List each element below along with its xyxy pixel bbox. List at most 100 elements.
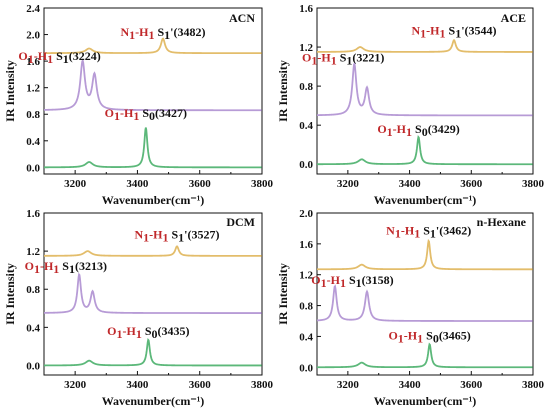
peak-annotation: O1-H1 S1(3158) xyxy=(311,273,393,290)
y-tick-label: 1.2 xyxy=(299,270,313,282)
y-tick-label: 0.4 xyxy=(299,120,313,132)
plot-frame xyxy=(316,212,534,376)
y-tick-label: 0.8 xyxy=(299,301,313,313)
state-symbol: S xyxy=(154,25,164,39)
x-tick-label: 3600 xyxy=(189,178,212,190)
x-tick-label: 3600 xyxy=(460,379,483,391)
x-axis-title: Wavenumber(cm⁻¹) xyxy=(102,394,205,408)
peak-annotation: N1-H1 S1'(3527) xyxy=(134,228,219,245)
state-symbol: S xyxy=(446,23,456,37)
x-tick-label: 3400 xyxy=(126,379,149,391)
solvent-label: ACN xyxy=(229,11,255,25)
state-symbol: S xyxy=(337,51,347,65)
bond-atom-2: -H xyxy=(135,25,149,39)
spectrum-line-S1 xyxy=(43,58,262,112)
y-tick-label: 0.8 xyxy=(299,81,313,93)
y-tick-label: 0.0 xyxy=(299,159,313,171)
state-subscript: 1 xyxy=(356,276,362,290)
bond-atom-2-subscript: 1 xyxy=(53,262,59,276)
bond-atom-1-subscript: 1 xyxy=(387,125,393,139)
state-symbol: S xyxy=(59,259,69,273)
peak-wavenumber: (3465) xyxy=(439,329,471,343)
bond-atom-2: -H xyxy=(401,224,415,238)
solvent-label: DCM xyxy=(226,215,255,229)
y-tick-label: 2.0 xyxy=(26,30,40,42)
peak-wavenumber: (3224) xyxy=(69,49,101,63)
bond-atom-1: O xyxy=(18,49,27,63)
y-tick-label: 0.0 xyxy=(299,362,313,374)
peak-annotation: N1-H1 S1'(3544) xyxy=(411,23,496,40)
bond-atom-1-subscript: 1 xyxy=(28,52,34,66)
y-tick-label: 0.4 xyxy=(299,331,313,343)
x-tick-label: 3400 xyxy=(399,379,422,391)
state-subscript: 0 xyxy=(433,332,439,346)
bond-atom-2: -H xyxy=(149,228,163,242)
bond-atom-1: N xyxy=(411,23,420,37)
chart-panel-3: 3200 3400 3600 3800 0.0 0.4 0.8 1.2 1.6 Wavenumbe… xyxy=(3,208,274,408)
y-tick-label: 1.6 xyxy=(299,3,313,15)
bond-atom-1-subscript: 1 xyxy=(311,54,317,68)
state-symbol: S xyxy=(53,49,63,63)
state-subscript: 1 xyxy=(455,26,461,40)
y-tick-label: 0.8 xyxy=(26,109,40,121)
spectrum-line-S1 xyxy=(316,284,533,322)
spectrum-line-S0 xyxy=(44,127,262,169)
x-tick-label: 3400 xyxy=(126,178,149,190)
bond-atom-1-subscript: 1 xyxy=(395,227,401,241)
bond-atom-2: -H xyxy=(122,324,136,338)
peak-wavenumber: '(3462) xyxy=(436,224,471,238)
bond-atom-2: -H xyxy=(327,273,341,287)
bond-atom-1-subscript: 1 xyxy=(116,327,122,341)
bond-atom-2: -H xyxy=(426,23,440,37)
bond-atom-2: -H xyxy=(317,51,331,65)
y-tick-label: 0.8 xyxy=(26,284,40,296)
state-subscript: 1 xyxy=(178,231,184,245)
state-symbol: S xyxy=(139,106,149,120)
bond-atom-1-subscript: 1 xyxy=(398,332,404,346)
bond-atom-2-subscript: 1 xyxy=(417,332,423,346)
bond-atom-2-subscript: 1 xyxy=(148,28,154,42)
state-symbol: S xyxy=(168,228,178,242)
bond-atom-1: N xyxy=(134,228,143,242)
peak-wavenumber: '(3527) xyxy=(184,228,219,242)
bond-atom-1-subscript: 1 xyxy=(143,231,149,245)
y-axis-title: IR Intensity xyxy=(276,60,290,122)
bond-atom-1-subscript: 1 xyxy=(420,26,426,40)
x-tick-label: 3800 xyxy=(251,379,274,391)
peak-annotation: O1-H1 S1(3221) xyxy=(302,51,384,68)
y-axis-title: IR Intensity xyxy=(276,263,290,325)
peak-annotation: O1-H1 S1(3213) xyxy=(25,259,107,276)
x-tick-label: 3200 xyxy=(64,178,87,190)
x-tick-label: 3800 xyxy=(251,178,274,190)
peak-wavenumber: (3427) xyxy=(155,106,187,120)
bond-atom-1: O xyxy=(25,259,34,273)
bond-atom-1: N xyxy=(120,25,129,39)
state-subscript: 1 xyxy=(164,28,170,42)
bond-atom-2-subscript: 1 xyxy=(133,109,139,123)
state-subscript: 0 xyxy=(422,125,428,139)
y-tick-label: 1.2 xyxy=(26,83,40,95)
y-tick-label: 0.0 xyxy=(26,360,40,372)
bond-atom-2: -H xyxy=(120,106,134,120)
x-tick-label: 3600 xyxy=(189,379,212,391)
peak-annotation: O1-H1 S1(3224) xyxy=(18,49,100,66)
spectrum-line-S0 xyxy=(44,337,262,367)
solvent-label: ACE xyxy=(501,11,526,25)
bond-atom-2-subscript: 1 xyxy=(47,52,53,66)
plot-frame xyxy=(43,7,263,175)
bond-atom-2: -H xyxy=(393,122,407,136)
x-axis-title: Wavenumber(cm⁻¹) xyxy=(102,193,205,207)
peak-annotation: O1-H1 S0(3429) xyxy=(377,122,459,139)
state-subscript: 0 xyxy=(149,109,155,123)
spectrum-line-S0 xyxy=(317,134,533,166)
y-tick-label: 1.6 xyxy=(26,208,40,220)
bond-atom-1: O xyxy=(105,106,114,120)
y-tick-label: 0.4 xyxy=(26,136,40,148)
bond-atom-1-subscript: 1 xyxy=(34,262,40,276)
peak-wavenumber: '(3544) xyxy=(461,23,496,37)
bond-atom-2: -H xyxy=(34,49,48,63)
x-axis-title: Wavenumber(cm⁻¹) xyxy=(374,394,477,408)
state-symbol: S xyxy=(346,273,356,287)
peak-annotation: N1-H1 S1'(3462) xyxy=(386,224,471,241)
bond-atom-1: O xyxy=(311,273,320,287)
